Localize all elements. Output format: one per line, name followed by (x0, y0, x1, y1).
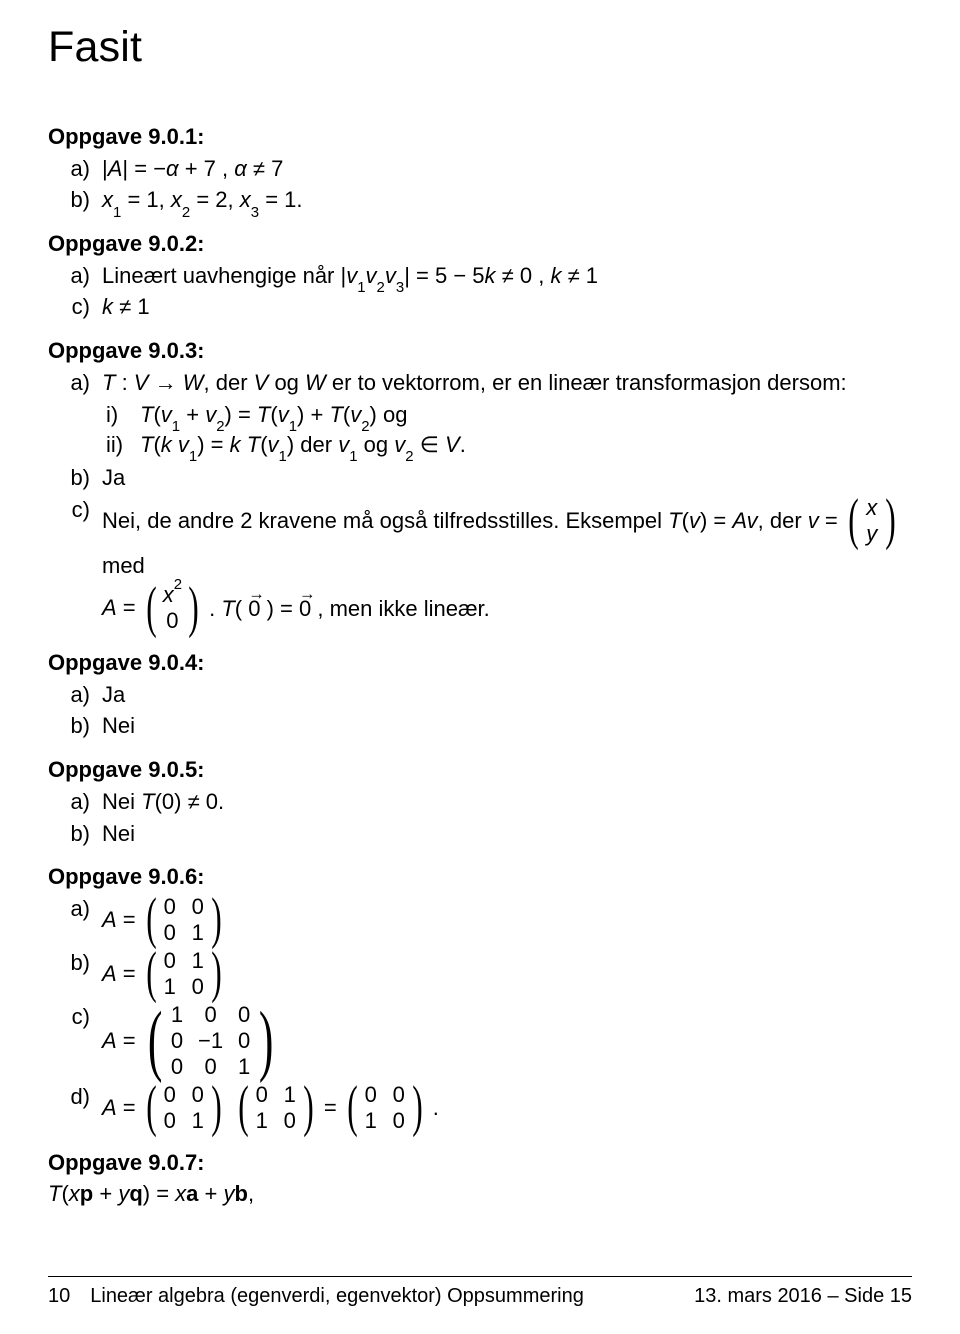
tasks-container: Oppgave 9.0.1:a)A = −α + 7 , α 7b)x1 = 1… (48, 122, 912, 1209)
task-line: T(xp + yq) = xa + yb, (48, 1179, 912, 1209)
item-body: Nei (102, 819, 912, 849)
matrix-cell: 1 (255, 1106, 269, 1136)
item-body: k 1 (102, 292, 912, 322)
item-label: a) (48, 261, 102, 291)
task-heading: Oppgave 9.0.1: (48, 122, 912, 152)
matrix: (0001) (142, 894, 226, 946)
matrix-cell: 0 (163, 1106, 177, 1136)
page-title: Fasit (48, 18, 912, 76)
item-body: A = (0001)(0110) = (0010). (102, 1082, 912, 1134)
item-label: d) (48, 1082, 102, 1134)
list-item: b)A = (0110) (48, 948, 912, 1000)
page: Fasit Oppgave 9.0.1:a)A = −α + 7 , α 7b)… (0, 0, 960, 1334)
matrix-cell: y (865, 519, 879, 549)
list-item: a)A = (0001) (48, 894, 912, 946)
matrix-cell: 0 (163, 918, 177, 948)
matrix: (1000−10001) (142, 1002, 280, 1080)
task-heading: Oppgave 9.0.5: (48, 755, 912, 785)
task-items: a)Jab)Nei (48, 680, 912, 741)
matrix-cell: 1 (364, 1106, 378, 1136)
footer-left: 10 Lineær algebra (egenverdi, egenvektor… (48, 1283, 584, 1310)
task-items: a)Lineært uavhengige når |v1v2v3| = 5 − … (48, 261, 912, 322)
item-body: A = (1000−10001) (102, 1002, 912, 1080)
sub-item: i)T(v1 + v2) = T(v1) + T(v2) og (102, 400, 912, 430)
sub-item-body: T(k v1) = k T(v1) der v1 og v2 V. (140, 430, 466, 460)
sub-item-label: i) (102, 400, 140, 430)
list-item: a)Lineært uavhengige når |v1v2v3| = 5 − … (48, 261, 912, 291)
task-items: a)A = (0001)b)A = (0110)c)A = (1000−1000… (48, 894, 912, 1134)
matrix: (xy) (844, 495, 900, 547)
matrix-cell: 0 (392, 1106, 406, 1136)
item-label: c) (48, 292, 102, 322)
item-label: a) (48, 368, 102, 461)
item-label: a) (48, 154, 102, 184)
item-label: b) (48, 185, 102, 215)
item-body: Ja (102, 463, 912, 493)
item-body: A = (0110) (102, 948, 912, 1000)
matrix: (0001) (142, 1082, 226, 1134)
footer-row: 10 Lineær algebra (egenverdi, egenvektor… (48, 1283, 912, 1310)
item-label: b) (48, 711, 102, 741)
list-item: b)x1 = 1, x2 = 2, x3 = 1. (48, 185, 912, 215)
item-label: b) (48, 463, 102, 493)
task-heading: Oppgave 9.0.6: (48, 862, 912, 892)
matrix-cell: 0 (191, 972, 205, 1002)
footer-rule (48, 1276, 912, 1277)
item-body: T : V W, der V og W er to vektorrom, er … (102, 368, 912, 461)
matrix: (0110) (234, 1082, 318, 1134)
sub-items: i)T(v1 + v2) = T(v1) + T(v2) ogii)T(k v1… (102, 400, 912, 460)
item-continuation: A = (x20). T( 0 ) = 0 , men ikke lineær. (102, 582, 912, 634)
list-item: b)Nei (48, 819, 912, 849)
list-item: a)Ja (48, 680, 912, 710)
matrix: (x20) (142, 582, 203, 634)
matrix-cell: 1 (163, 972, 177, 1002)
matrix-cell: 0 (163, 606, 182, 636)
matrix-cell: 1 (191, 1106, 205, 1136)
list-item: a)Nei T(0) 0. (48, 787, 912, 817)
task-heading: Oppgave 9.0.3: (48, 336, 912, 366)
sub-item-body: T(v1 + v2) = T(v1) + T(v2) og (140, 400, 407, 430)
item-body: Ja (102, 680, 912, 710)
item-body: A = −α + 7 , α 7 (102, 154, 912, 184)
list-item: c)A = (1000−10001) (48, 1002, 912, 1080)
task-items: a)A = −α + 7 , α 7b)x1 = 1, x2 = 2, x3 =… (48, 154, 912, 215)
item-label: a) (48, 894, 102, 946)
list-item: b)Ja (48, 463, 912, 493)
item-label: c) (48, 495, 102, 581)
list-item: c)Nei, de andre 2 kravene må også tilfre… (48, 495, 912, 581)
item-label: b) (48, 819, 102, 849)
matrix-cell: 0 (283, 1106, 297, 1136)
list-item: a)T : V W, der V og W er to vektorrom, e… (48, 368, 912, 461)
task-heading: Oppgave 9.0.7: (48, 1148, 912, 1178)
item-label: a) (48, 787, 102, 817)
item-body: x1 = 1, x2 = 2, x3 = 1. (102, 185, 912, 215)
item-label: b) (48, 948, 102, 1000)
task-heading: Oppgave 9.0.4: (48, 648, 912, 678)
matrix: (0010) (343, 1082, 427, 1134)
list-item: a)A = −α + 7 , α 7 (48, 154, 912, 184)
list-item: d)A = (0001)(0110) = (0010). (48, 1082, 912, 1134)
task-items: a)T : V W, der V og W er to vektorrom, e… (48, 368, 912, 634)
sub-item-label: ii) (102, 430, 140, 460)
matrix: (0110) (142, 948, 226, 1000)
list-item: b)Nei (48, 711, 912, 741)
matrix-cell: 0 (170, 1052, 184, 1082)
page-footer: 10 Lineær algebra (egenverdi, egenvektor… (48, 1276, 912, 1310)
task-heading: Oppgave 9.0.2: (48, 229, 912, 259)
matrix-cell: 1 (191, 918, 205, 948)
item-label: c) (48, 1002, 102, 1080)
item-body: Nei, de andre 2 kravene må også tilfreds… (102, 495, 912, 581)
list-item: c)k 1 (48, 292, 912, 322)
item-label: a) (48, 680, 102, 710)
task-items: a)Nei T(0) 0.b)Nei (48, 787, 912, 848)
item-body: A = (0001) (102, 894, 912, 946)
footer-right: 13. mars 2016 – Side 15 (694, 1283, 912, 1310)
item-body: Nei (102, 711, 912, 741)
item-body: Nei T(0) 0. (102, 787, 912, 817)
item-body: Lineært uavhengige når |v1v2v3| = 5 − 5k… (102, 261, 912, 291)
